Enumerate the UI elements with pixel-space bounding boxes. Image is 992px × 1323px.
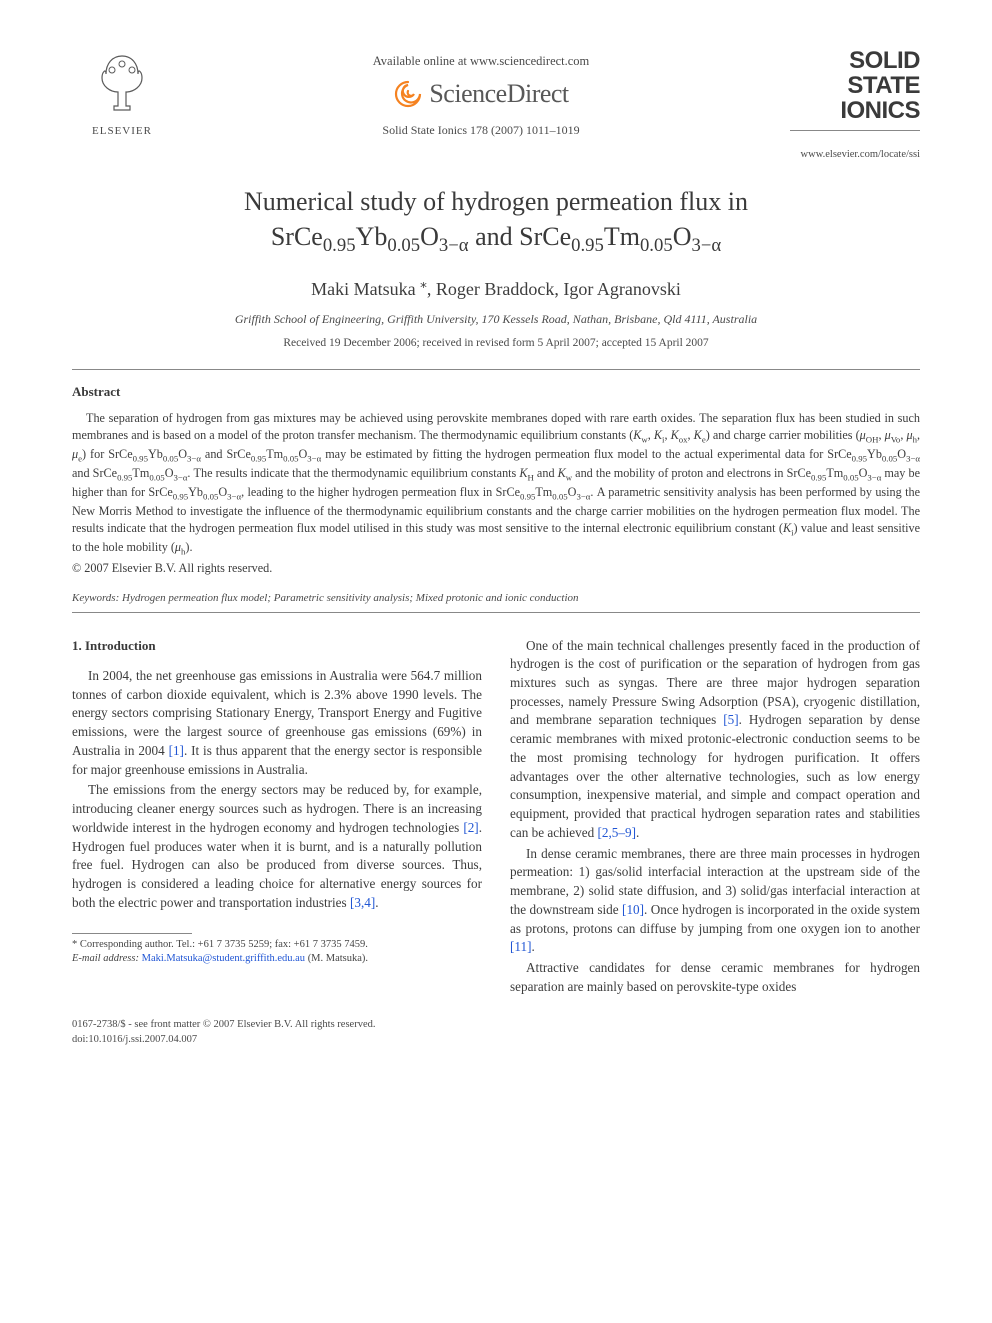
journal-name-l3: IONICS bbox=[790, 98, 920, 123]
affiliation: Griffith School of Engineering, Griffith… bbox=[72, 312, 920, 327]
title-line2: SrCe0.95Yb0.05O3−α and SrCe0.95Tm0.05O3−… bbox=[271, 222, 721, 251]
email-address[interactable]: Maki.Matsuka@student.griffith.edu.au bbox=[142, 953, 305, 964]
page-header: ELSEVIER Available online at www.science… bbox=[72, 48, 920, 160]
abstract-text: The separation of hydrogen from gas mixt… bbox=[72, 410, 920, 558]
keywords-text: Hydrogen permeation flux model; Parametr… bbox=[122, 592, 579, 604]
para-r3: Attractive candidates for dense ceramic … bbox=[510, 959, 920, 996]
sciencedirect-logo: ScienceDirect bbox=[393, 79, 568, 109]
para-r2: In dense ceramic membranes, there are th… bbox=[510, 845, 920, 957]
title-line1: Numerical study of hydrogen permeation f… bbox=[244, 187, 748, 216]
abstract-body: The separation of hydrogen from gas mixt… bbox=[72, 410, 920, 577]
authors: Maki Matsuka ⁎, Roger Braddock, Igor Agr… bbox=[72, 276, 920, 300]
right-column: One of the main technical challenges pre… bbox=[510, 637, 920, 999]
footer-line2: doi:10.1016/j.ssi.2007.04.007 bbox=[72, 1033, 375, 1047]
keywords-label: Keywords: bbox=[72, 592, 119, 604]
email-label: E-mail address: bbox=[72, 953, 139, 964]
keywords: Keywords: Hydrogen permeation flux model… bbox=[72, 592, 920, 604]
para-l1: In 2004, the net greenhouse gas emission… bbox=[72, 667, 482, 779]
section-1-heading: 1. Introduction bbox=[72, 637, 482, 655]
available-online-line: Available online at www.sciencedirect.co… bbox=[172, 54, 790, 69]
sciencedirect-swirl-icon bbox=[393, 79, 423, 109]
corresponding-footnote: * Corresponding author. Tel.: +61 7 3735… bbox=[72, 938, 482, 966]
abstract-heading: Abstract bbox=[72, 384, 920, 400]
body-columns: 1. Introduction In 2004, the net greenho… bbox=[72, 637, 920, 999]
para-r1: One of the main technical challenges pre… bbox=[510, 637, 920, 843]
elsevier-label: ELSEVIER bbox=[72, 125, 172, 137]
para-l2: The emissions from the energy sectors ma… bbox=[72, 781, 482, 912]
journal-rule bbox=[790, 130, 920, 131]
email-tail: (M. Matsuka). bbox=[308, 953, 368, 964]
email-line: E-mail address: Maki.Matsuka@student.gri… bbox=[72, 952, 482, 966]
journal-citation: Solid State Ionics 178 (2007) 1011–1019 bbox=[172, 123, 790, 138]
article-dates: Received 19 December 2006; received in r… bbox=[72, 337, 920, 349]
article-title: Numerical study of hydrogen permeation f… bbox=[72, 184, 920, 259]
footer-left: 0167-2738/$ - see front matter © 2007 El… bbox=[72, 1018, 375, 1046]
footer-line1: 0167-2738/$ - see front matter © 2007 El… bbox=[72, 1018, 375, 1032]
journal-name-l1: SOLID bbox=[790, 48, 920, 73]
center-header: Available online at www.sciencedirect.co… bbox=[172, 48, 790, 138]
elsevier-logo-block: ELSEVIER bbox=[72, 48, 172, 137]
corr-line: * Corresponding author. Tel.: +61 7 3735… bbox=[72, 938, 482, 952]
copyright-line: © 2007 Elsevier B.V. All rights reserved… bbox=[72, 560, 920, 577]
abstract-rule-bottom bbox=[72, 612, 920, 613]
sciencedirect-text: ScienceDirect bbox=[429, 79, 568, 109]
journal-name-l2: STATE bbox=[790, 73, 920, 98]
journal-title-block: SOLID STATE IONICS www.elsevier.com/loca… bbox=[790, 48, 920, 160]
footnote-rule bbox=[72, 933, 192, 934]
page-footer: 0167-2738/$ - see front matter © 2007 El… bbox=[72, 1018, 920, 1046]
left-column: 1. Introduction In 2004, the net greenho… bbox=[72, 637, 482, 999]
journal-url: www.elsevier.com/locate/ssi bbox=[790, 149, 920, 160]
elsevier-tree-icon bbox=[92, 48, 152, 118]
abstract-rule-top bbox=[72, 369, 920, 370]
